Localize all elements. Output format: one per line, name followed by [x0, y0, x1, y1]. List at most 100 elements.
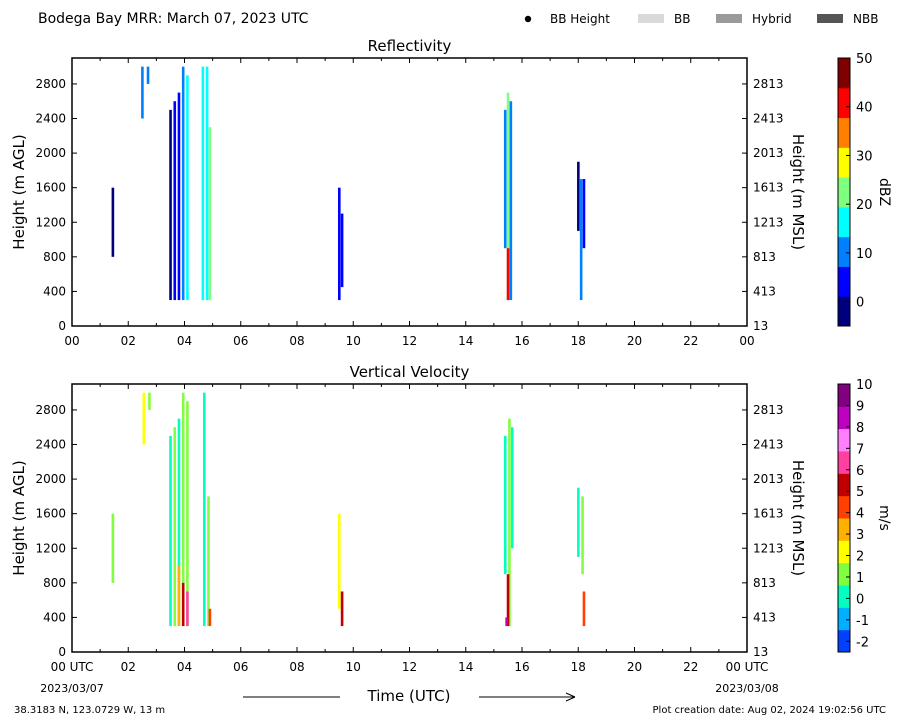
x-tick-label: 00	[64, 334, 79, 348]
colorbar-segment	[838, 406, 850, 430]
x-tick-label: 10	[346, 660, 361, 674]
y-tick-label: 0	[58, 645, 66, 659]
y-tick-label-right: 2013	[753, 472, 784, 486]
echo-column	[177, 418, 181, 627]
colorbar-segment	[838, 518, 850, 541]
echo-column	[582, 179, 586, 249]
y-tick-label-right: 1613	[753, 181, 784, 195]
x-tick-label: 14	[458, 334, 473, 348]
legend-swatch	[817, 14, 843, 23]
x-tick-label: 20	[627, 660, 642, 674]
echo-column	[208, 608, 212, 627]
y-tick-label-right: 13	[753, 319, 768, 333]
echo-column	[201, 66, 205, 301]
colorbar-tick-label: 40	[856, 101, 873, 116]
y-tick-label: 2000	[35, 146, 66, 160]
x-tick-label: 08	[289, 660, 304, 674]
y-tick-label: 1200	[35, 541, 66, 555]
x-tick-label: 02	[121, 334, 136, 348]
x-tick-label: 08	[289, 334, 304, 348]
colorbar-segment	[838, 473, 850, 497]
x-tick-label: 22	[683, 334, 698, 348]
y-tick-label-right: 2813	[753, 403, 784, 417]
y-tick-label: 2800	[35, 77, 66, 91]
legend-label: Hybrid	[752, 12, 792, 26]
echo-column	[577, 487, 580, 557]
y-tick-label: 0	[58, 319, 66, 333]
echo-column	[142, 392, 146, 445]
echo-column	[173, 427, 177, 627]
colorbar-segment	[838, 236, 850, 267]
colorbar-segment	[838, 585, 850, 608]
colorbar-tick-label: 6	[856, 464, 864, 479]
echo-column	[111, 187, 115, 257]
y-tick-label: 1200	[35, 215, 66, 229]
y-tick-label: 1600	[35, 181, 66, 195]
colorbar-tick-label: 10	[856, 378, 873, 393]
echo-column	[202, 392, 206, 627]
colorbar-tick-label: 8	[856, 421, 864, 436]
echo-column	[169, 435, 172, 627]
colorbar-segment	[838, 266, 850, 297]
y-axis-label-right: Height (m MSL)	[789, 460, 807, 576]
colorbar-segment	[838, 629, 850, 653]
colorbar-tick-label: 4	[856, 507, 864, 522]
legend-swatch	[638, 14, 664, 23]
y-tick-label: 2000	[35, 472, 66, 486]
legend-label: BB Height	[550, 12, 610, 26]
bb-height-marker-icon	[524, 15, 532, 23]
x-tick-label: 10	[346, 334, 361, 348]
x-tick-label: 04	[177, 660, 192, 674]
echo-column	[186, 591, 189, 627]
y-tick-label-right: 13	[753, 645, 768, 659]
time-axis: 2023/03/07 2023/03/08 Time (UTC)	[40, 682, 778, 705]
colorbar-tick-label: 9	[856, 399, 864, 414]
colorbar-frame	[837, 57, 851, 327]
echo-column	[146, 66, 150, 84]
colorbar-segment	[838, 540, 850, 564]
y-tick-label: 800	[43, 576, 66, 590]
echo-column	[181, 392, 185, 627]
echo-column	[506, 92, 510, 301]
y-axis-label-right: Height (m MSL)	[789, 134, 807, 250]
x-tick-label: 18	[571, 660, 586, 674]
colorbar-tick-label: 3	[856, 528, 864, 543]
colorbar-tick-label: 50	[856, 52, 873, 67]
x-tick-label: 12	[402, 660, 417, 674]
colorbar-segment	[838, 296, 850, 327]
colorbar-segment	[838, 147, 850, 178]
x-tick-label: 00	[739, 334, 754, 348]
y-axis-label: Height (m AGL)	[10, 460, 28, 575]
colorbar-segment	[838, 87, 850, 119]
echo-column	[503, 435, 507, 575]
x-tick-label: 14	[458, 660, 473, 674]
y-tick-label-right: 813	[753, 250, 776, 264]
x-tick-label: 00 UTC	[726, 660, 769, 674]
colorbar-tick-label: 30	[856, 149, 873, 164]
legend-label: BB	[674, 12, 690, 26]
colorbar-tick-label: 7	[856, 442, 864, 457]
echo-column	[181, 66, 185, 301]
y-tick-label-right: 2413	[753, 438, 784, 452]
echo-column	[177, 92, 181, 301]
colorbar-segment	[838, 384, 850, 407]
x-tick-label: 06	[233, 660, 248, 674]
start-date-label: 2023/03/07	[40, 682, 103, 695]
echo-column	[579, 179, 583, 301]
echo-column	[207, 496, 210, 627]
echo-column	[340, 213, 344, 288]
y-tick-label: 2800	[35, 403, 66, 417]
colorbar-tick-label: -1	[856, 614, 869, 629]
echo-column	[205, 66, 209, 301]
x-tick-label: 18	[571, 334, 586, 348]
echo-column	[506, 248, 510, 301]
colorbar-frame	[837, 383, 851, 653]
echo-column	[169, 109, 172, 301]
colorbar-segment	[838, 206, 850, 238]
colorbar-tick-label: 0	[856, 296, 864, 311]
colorbar-tick-label: 20	[856, 198, 873, 213]
echo-column	[506, 574, 510, 627]
y-tick-label: 400	[43, 610, 66, 624]
x-tick-label: 02	[121, 660, 136, 674]
